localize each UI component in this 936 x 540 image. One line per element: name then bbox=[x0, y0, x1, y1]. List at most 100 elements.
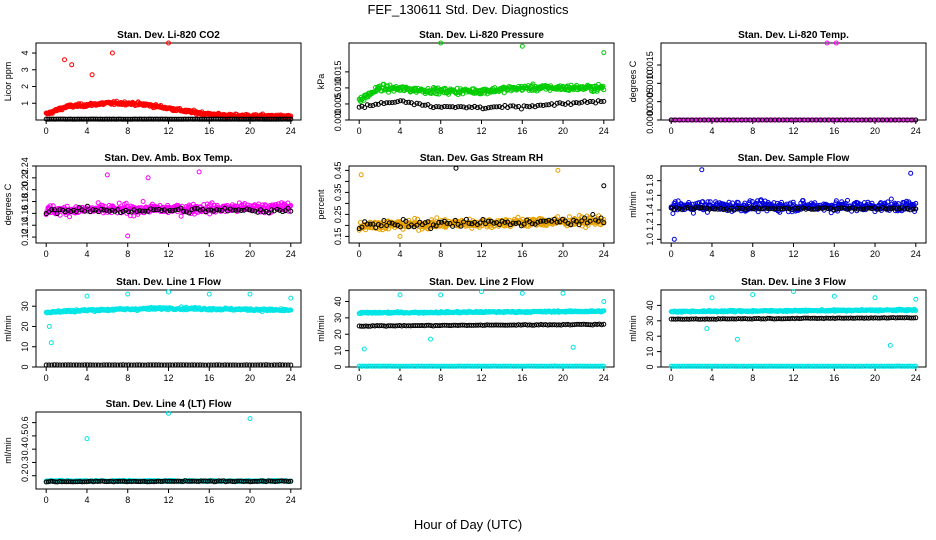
data-point bbox=[772, 363, 778, 369]
y-axis-label: Licor ppm bbox=[3, 62, 13, 102]
data-point bbox=[394, 323, 400, 329]
series-2 bbox=[356, 165, 607, 232]
data-point bbox=[601, 308, 607, 314]
series-3 bbox=[356, 321, 607, 329]
data-point bbox=[499, 363, 505, 369]
data-point bbox=[745, 117, 751, 123]
data-point bbox=[760, 363, 766, 369]
data-point bbox=[106, 479, 112, 484]
data-point bbox=[808, 206, 814, 212]
y-tick-label: 10 bbox=[645, 347, 655, 357]
data-point bbox=[123, 207, 129, 213]
data-point bbox=[57, 207, 63, 213]
data-point bbox=[549, 322, 555, 328]
data-point bbox=[765, 315, 771, 321]
data-point bbox=[463, 216, 469, 222]
data-point bbox=[84, 362, 90, 368]
data-point bbox=[145, 175, 151, 181]
data-point bbox=[525, 363, 531, 369]
x-tick-label: 24 bbox=[911, 249, 921, 259]
data-point bbox=[521, 221, 527, 227]
panel-title: Stan. Dev. Li-820 Temp. bbox=[738, 30, 849, 41]
data-point bbox=[556, 322, 562, 328]
data-point bbox=[205, 478, 211, 484]
data-point bbox=[913, 206, 919, 212]
data-point bbox=[51, 362, 57, 368]
data-point bbox=[703, 363, 709, 369]
data-point bbox=[496, 222, 502, 228]
data-point bbox=[463, 105, 469, 111]
data-point bbox=[221, 478, 226, 484]
data-point bbox=[540, 103, 546, 108]
data-point bbox=[111, 479, 116, 485]
y-axis-label: ml/min bbox=[628, 315, 638, 342]
y-tick-label: 4 bbox=[20, 51, 30, 56]
data-point bbox=[540, 218, 546, 224]
data-point bbox=[474, 105, 480, 111]
data-point bbox=[731, 363, 737, 369]
y-tick-label: 0.15 bbox=[333, 228, 343, 246]
data-point bbox=[825, 315, 831, 321]
data-point bbox=[263, 209, 269, 214]
data-point bbox=[48, 340, 54, 346]
data-point bbox=[530, 81, 536, 87]
data-point bbox=[709, 316, 715, 322]
data-point bbox=[872, 315, 878, 321]
data-point bbox=[535, 363, 541, 369]
data-point bbox=[807, 117, 813, 123]
data-point bbox=[688, 316, 694, 322]
data-point bbox=[527, 104, 533, 110]
data-point bbox=[712, 206, 718, 212]
data-point bbox=[356, 323, 362, 329]
data-point bbox=[208, 362, 214, 368]
data-point bbox=[397, 98, 403, 104]
data-point bbox=[839, 205, 845, 211]
data-point bbox=[795, 205, 801, 211]
data-point bbox=[450, 223, 456, 229]
data-point bbox=[843, 315, 849, 321]
data-point bbox=[241, 362, 247, 368]
data-point bbox=[385, 323, 391, 329]
data-point bbox=[913, 200, 919, 206]
y-tick-label: 0.45 bbox=[333, 162, 343, 180]
data-point bbox=[828, 315, 833, 321]
data-point bbox=[877, 315, 883, 321]
data-point bbox=[554, 100, 560, 106]
data-point bbox=[737, 205, 743, 211]
data-point bbox=[737, 363, 743, 369]
data-point bbox=[507, 103, 513, 109]
data-point bbox=[810, 315, 816, 321]
data-point bbox=[247, 207, 253, 213]
data-point bbox=[227, 478, 233, 484]
data-point bbox=[513, 221, 519, 226]
data-point bbox=[686, 363, 692, 369]
data-point bbox=[71, 207, 77, 213]
data-point bbox=[367, 221, 373, 227]
data-point bbox=[389, 363, 395, 369]
data-point bbox=[482, 322, 488, 328]
series-1 bbox=[668, 289, 919, 348]
data-point bbox=[155, 478, 161, 484]
data-point bbox=[913, 315, 919, 321]
y-axis-label: ml/min bbox=[316, 315, 326, 342]
data-point bbox=[280, 362, 286, 368]
data-point bbox=[362, 105, 368, 110]
data-point bbox=[904, 198, 909, 204]
data-point bbox=[232, 479, 238, 485]
data-point bbox=[90, 479, 96, 485]
x-tick-label: 4 bbox=[84, 373, 89, 383]
x-tick-label: 12 bbox=[163, 249, 173, 259]
data-point bbox=[700, 316, 706, 322]
data-point bbox=[140, 199, 146, 204]
data-point bbox=[699, 167, 705, 173]
y-tick-label: 1.4 bbox=[645, 204, 655, 217]
data-point bbox=[386, 220, 392, 226]
data-point bbox=[455, 323, 461, 328]
plot-frame bbox=[660, 289, 927, 368]
data-point bbox=[131, 213, 137, 219]
data-point bbox=[444, 220, 450, 226]
series-1 bbox=[356, 289, 607, 352]
data-point bbox=[708, 117, 714, 123]
data-point bbox=[803, 363, 809, 369]
data-point bbox=[859, 363, 865, 369]
